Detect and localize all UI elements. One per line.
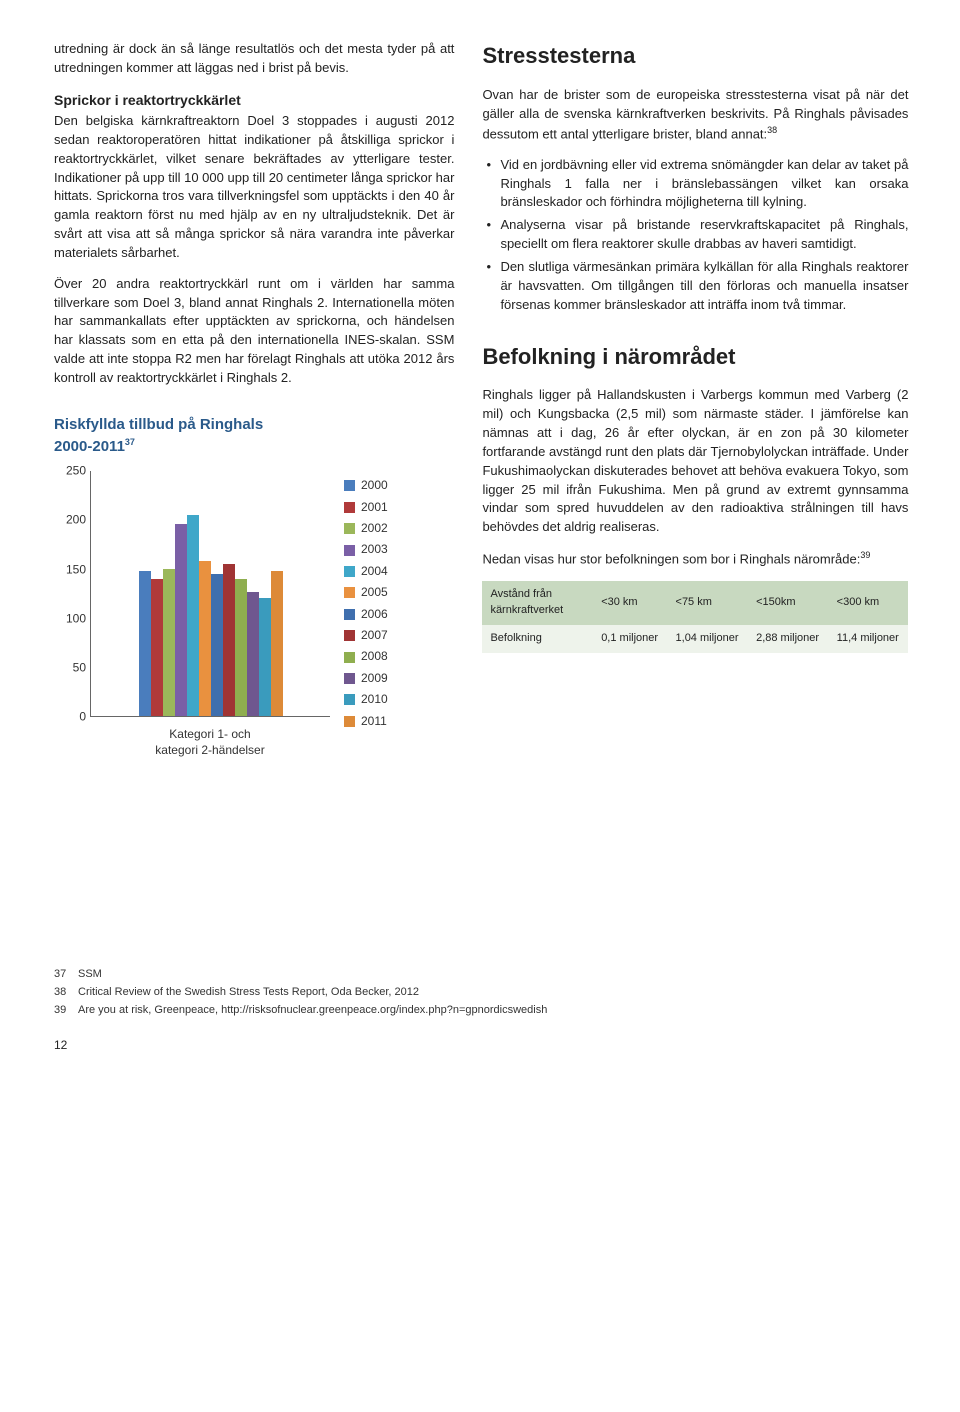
- chart-bar: [247, 592, 259, 716]
- legend-swatch: [344, 523, 355, 534]
- legend-swatch: [344, 566, 355, 577]
- intro-para: utredning är dock än så länge resultatlö…: [54, 40, 454, 78]
- risk-chart: Kategori 1- och kategori 2-händelser 0 50…: [54, 467, 454, 767]
- legend-label: 2009: [361, 670, 388, 687]
- legend-label: 2010: [361, 691, 388, 708]
- legend-swatch: [344, 694, 355, 705]
- legend-item: 2010: [344, 691, 388, 708]
- stress-bullet: Analyserna visar på bristande reservkraf…: [482, 216, 908, 254]
- legend-swatch: [344, 502, 355, 513]
- footnote-num: 39: [54, 1003, 72, 1019]
- table-header-cell: <75 km: [668, 581, 749, 625]
- stress-para: Ovan har de brister som de europeiska st…: [482, 86, 908, 144]
- table-header-cell: Avstånd från kärnkraftverket: [482, 581, 593, 625]
- stress-bullet: Vid en jordbävning eller vid extrema snö…: [482, 156, 908, 213]
- chart-ytick: 250: [54, 463, 86, 480]
- legend-label: 2005: [361, 584, 388, 601]
- footnotes: 37 SSM 38 Critical Review of the Swedish St…: [54, 967, 906, 1019]
- table-cell: 2,88 miljoner: [748, 625, 829, 653]
- table-cell: 0,1 miljoner: [593, 625, 667, 653]
- page-number: 12: [54, 1037, 906, 1054]
- legend-label: 2004: [361, 563, 388, 580]
- chart-bar: [139, 571, 151, 717]
- chart-bar: [163, 569, 175, 717]
- subheading-sprickor: Sprickor i reaktortryckkärlet: [54, 90, 454, 110]
- table-cell: Befolkning: [482, 625, 593, 653]
- chart-bar: [151, 579, 163, 717]
- legend-label: 2000: [361, 477, 388, 494]
- legend-item: 2008: [344, 648, 388, 665]
- table-header-cell: <30 km: [593, 581, 667, 625]
- table-cell: 1,04 miljoner: [668, 625, 749, 653]
- chart-ytick: 150: [54, 561, 86, 578]
- footnote: 38 Critical Review of the Swedish Stress …: [54, 985, 906, 1001]
- footnote-text: SSM: [78, 967, 102, 983]
- sprickor-para-2: Över 20 andra reaktortryckkärl runt om i…: [54, 275, 454, 388]
- legend-label: 2006: [361, 606, 388, 623]
- chart-bar: [175, 524, 187, 716]
- chart-bar: [223, 564, 235, 717]
- legend-swatch: [344, 587, 355, 598]
- legend-item: 2002: [344, 520, 388, 537]
- table-header-cell: <300 km: [829, 581, 909, 625]
- footnote-text: Are you at risk, Greenpeace, http://risk…: [78, 1003, 547, 1019]
- chart-bar: [199, 561, 211, 716]
- legend-item: 2006: [344, 606, 388, 623]
- legend-item: 2003: [344, 541, 388, 558]
- footnote: 39 Are you at risk, Greenpeace, http://ri…: [54, 1003, 906, 1019]
- chart-bar: [187, 515, 199, 717]
- legend-label: 2007: [361, 627, 388, 644]
- chart-ytick: 200: [54, 512, 86, 529]
- pop-para-1: Ringhals ligger på Hallandskusten i Varb…: [482, 386, 908, 537]
- legend-swatch: [344, 652, 355, 663]
- legend-item: 2004: [344, 563, 388, 580]
- legend-swatch: [344, 545, 355, 556]
- chart-xlabel: Kategori 1- och kategori 2-händelser: [90, 721, 330, 767]
- table-cell: 11,4 miljoner: [829, 625, 909, 653]
- footnote: 37 SSM: [54, 967, 906, 983]
- chart-legend: 2000 2001 2002 2003 2004 2005 2006 2007 2008 2009…: [344, 467, 388, 730]
- legend-label: 2002: [361, 520, 388, 537]
- footnote-num: 37: [54, 967, 72, 983]
- legend-label: 2011: [361, 713, 387, 730]
- legend-label: 2001: [361, 499, 388, 516]
- legend-swatch: [344, 630, 355, 641]
- footnote-num: 38: [54, 985, 72, 1001]
- chart-ytick: 100: [54, 610, 86, 627]
- population-table: Avstånd från kärnkraftverket<30 km<75 km…: [482, 581, 908, 653]
- legend-item: 2007: [344, 627, 388, 644]
- legend-swatch: [344, 673, 355, 684]
- legend-item: 2000: [344, 477, 388, 494]
- legend-swatch: [344, 480, 355, 491]
- chart-bar: [211, 574, 223, 717]
- chart-bar: [271, 571, 283, 717]
- legend-swatch: [344, 609, 355, 620]
- legend-label: 2008: [361, 648, 388, 665]
- legend-item: 2001: [344, 499, 388, 516]
- heading-stresstesterna: Stresstesterna: [482, 40, 908, 72]
- legend-item: 2005: [344, 584, 388, 601]
- legend-label: 2003: [361, 541, 388, 558]
- chart-bar: [235, 579, 247, 717]
- footnote-text: Critical Review of the Swedish Stress Te…: [78, 985, 419, 1001]
- legend-item: 2011: [344, 713, 388, 730]
- stress-bullet-list: Vid en jordbävning eller vid extrema snö…: [482, 156, 908, 315]
- chart-title: Riskfyllda tillbud på Ringhals 2000-2011…: [54, 414, 454, 458]
- legend-item: 2009: [344, 670, 388, 687]
- chart-bar: [259, 598, 271, 716]
- table-header-cell: <150km: [748, 581, 829, 625]
- stress-bullet: Den slutliga värmesänkan primära kylkäll…: [482, 258, 908, 315]
- chart-ytick: 0: [54, 709, 86, 726]
- sprickor-para-1: Den belgiska kärnkraftreaktorn Doel 3 st…: [54, 112, 454, 263]
- chart-ytick: 50: [54, 659, 86, 676]
- heading-befolkning: Befolkning i närområdet: [482, 341, 908, 373]
- pop-para-2: Nedan visas hur stor befolkningen som bo…: [482, 549, 908, 569]
- legend-swatch: [344, 716, 355, 727]
